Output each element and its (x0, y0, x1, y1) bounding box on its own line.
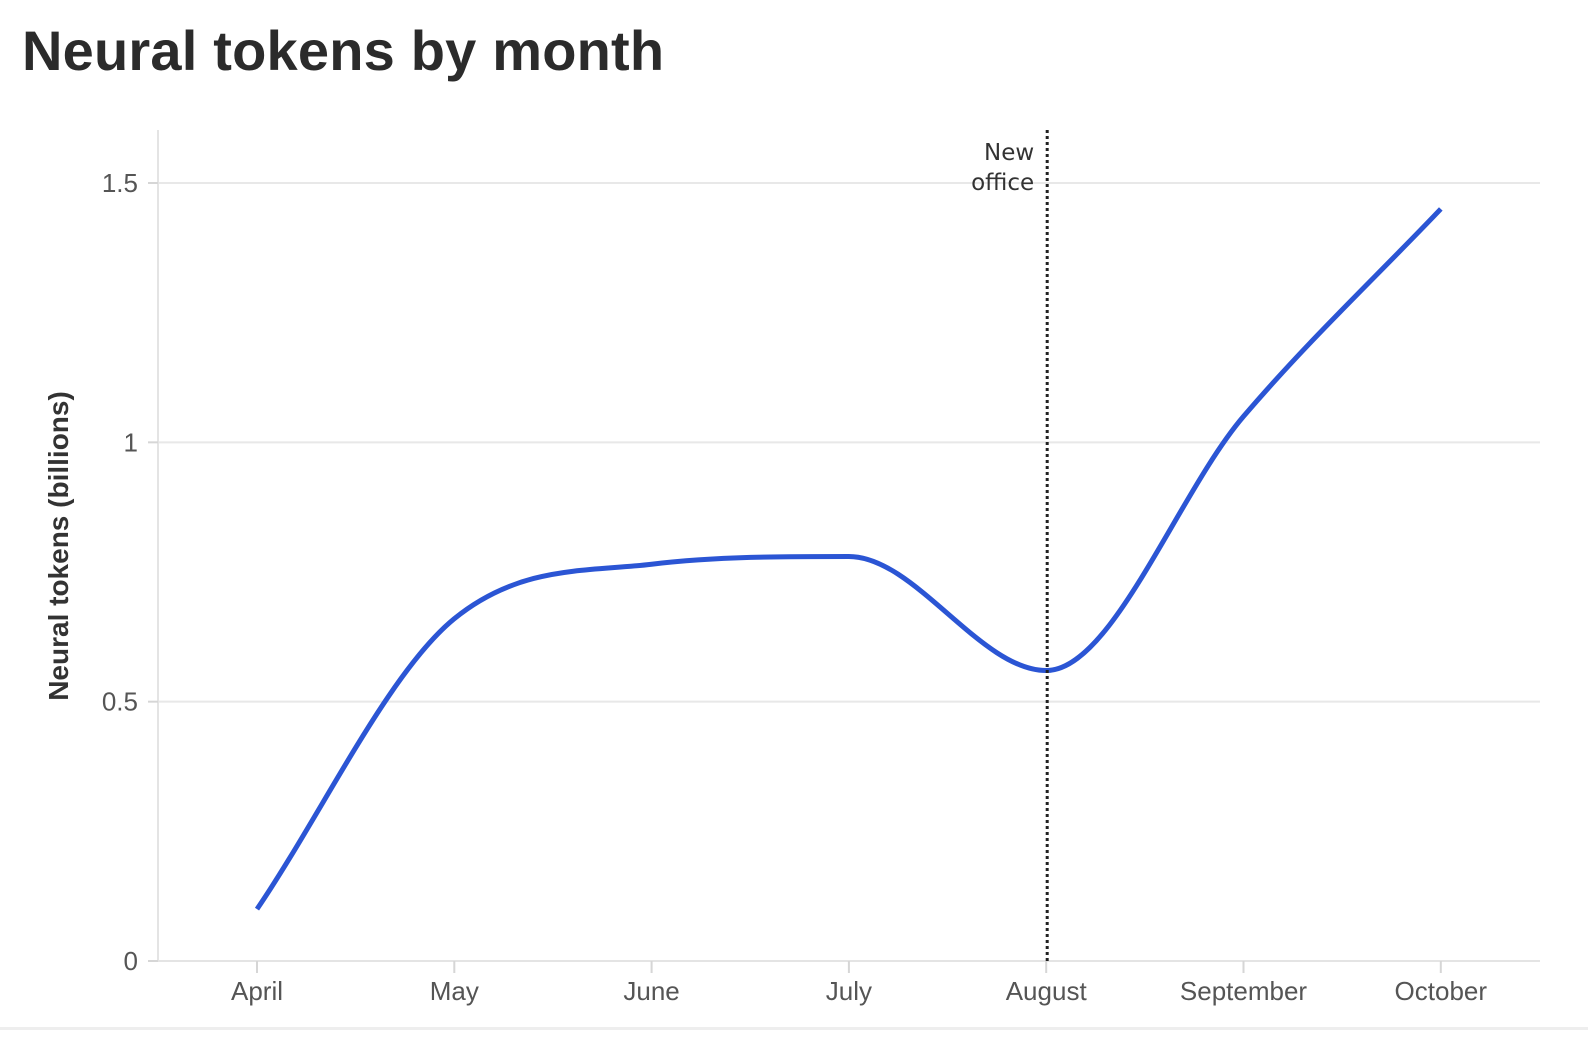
y-tick-label: 1 (124, 427, 138, 457)
chart-title: Neural tokens by month (22, 19, 665, 82)
y-tick-label: 0 (124, 946, 138, 976)
x-tick-label: June (623, 976, 679, 1006)
y-axis-ticks: 0 0.5 1 1.5 (102, 168, 158, 976)
x-tick-label: April (231, 976, 283, 1006)
series-layer (254, 207, 1443, 911)
x-tick-label: October (1395, 976, 1488, 1006)
x-axis-ticks: April May June July August September October (231, 961, 1487, 1006)
annotation-label: office (971, 170, 1034, 196)
y-tick-label: 0.5 (102, 687, 138, 717)
bottom-divider (0, 1027, 1588, 1030)
annotation-label: New (984, 140, 1034, 166)
series-line (254, 207, 1443, 911)
x-tick-label: August (1006, 976, 1088, 1006)
y-tick-label: 1.5 (102, 168, 138, 198)
annotation: New office (971, 130, 1049, 961)
axes (157, 130, 1540, 962)
y-axis-title: Neural tokens (billions) (43, 391, 74, 701)
x-tick-label: September (1180, 976, 1308, 1006)
x-tick-label: May (430, 976, 479, 1006)
x-tick-label: July (826, 976, 872, 1006)
gridlines (158, 182, 1540, 703)
